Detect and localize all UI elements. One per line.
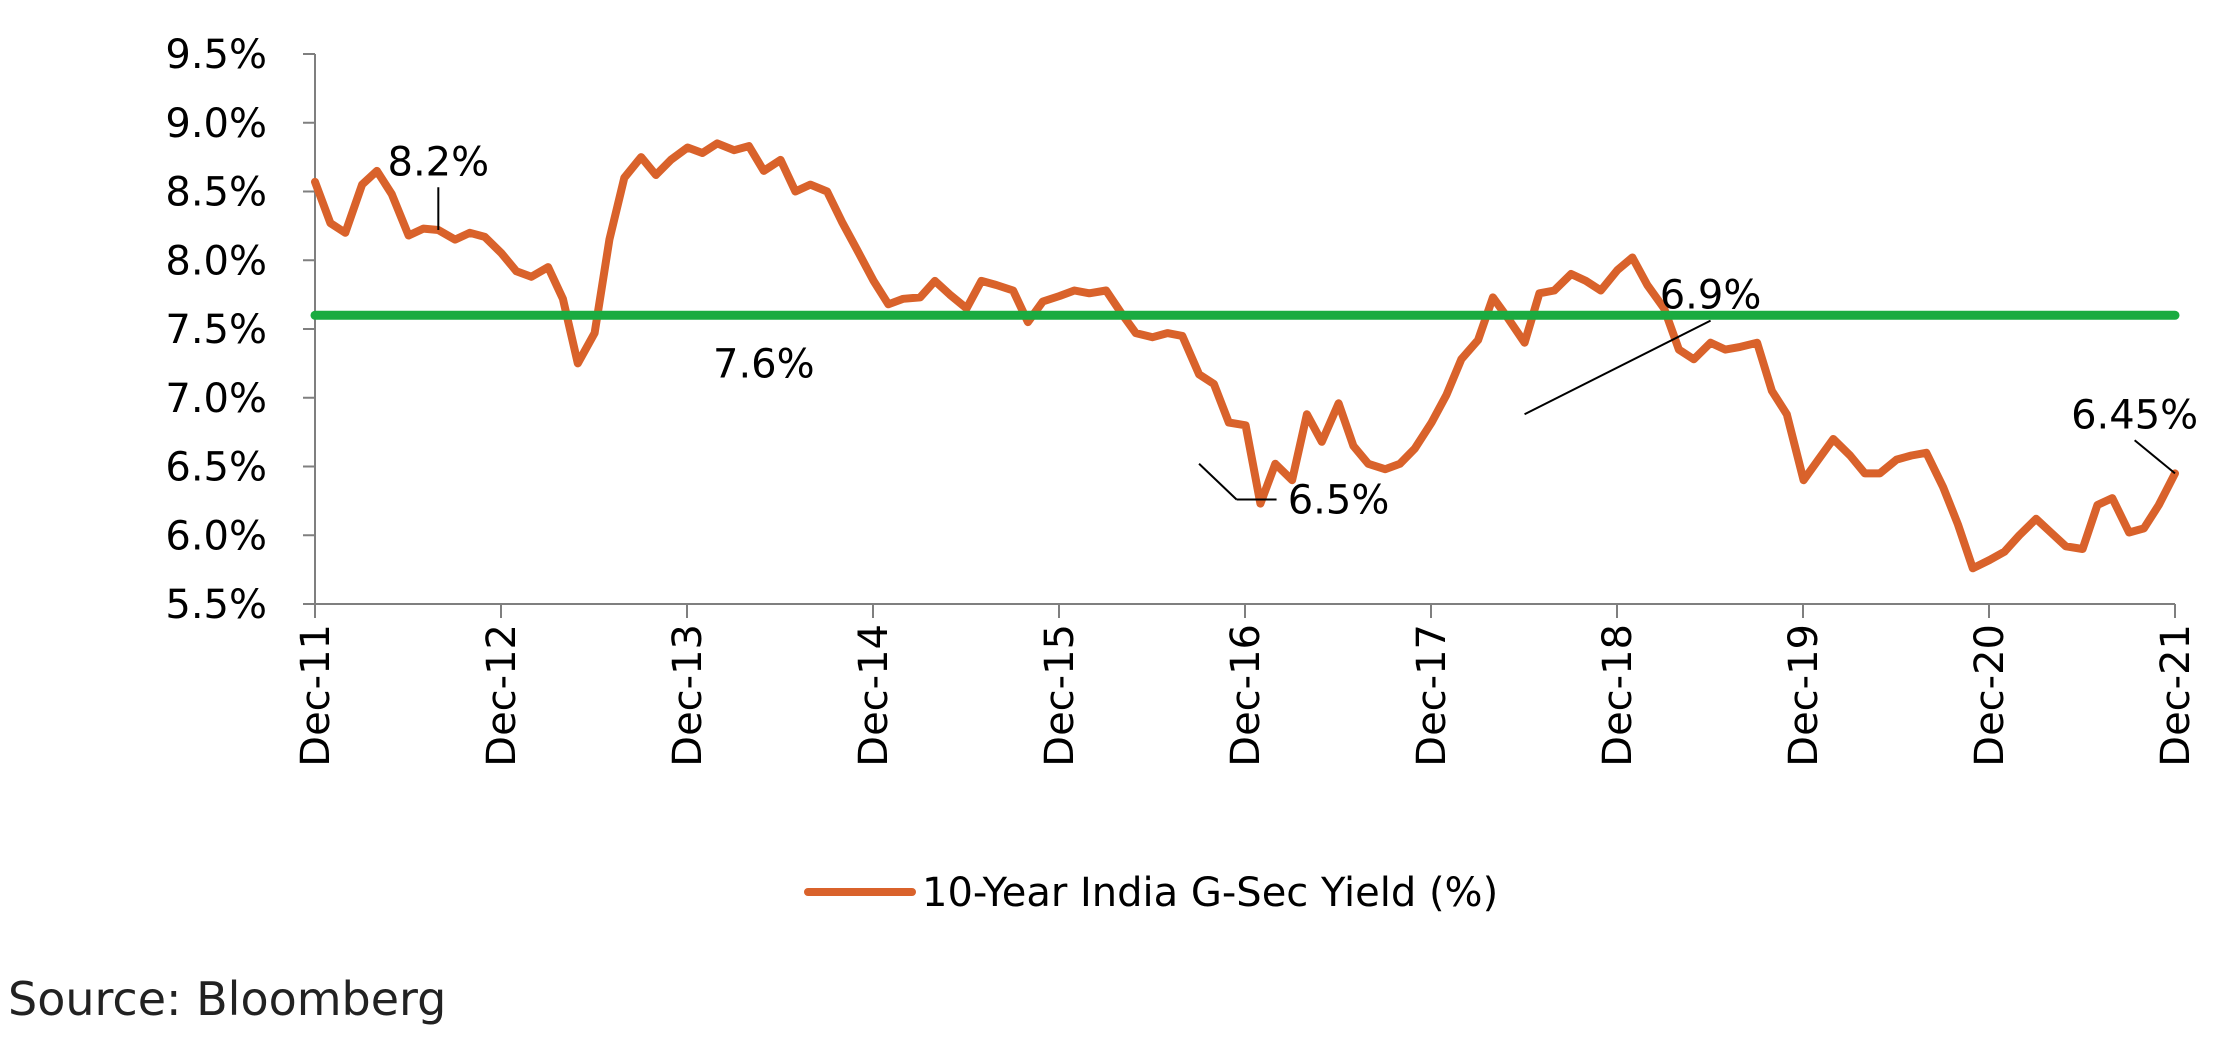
annotation-label: 6.9%: [1660, 273, 1762, 319]
x-tick-label: Dec-12: [479, 624, 525, 767]
x-tick-label: Dec-11: [293, 624, 339, 767]
annotation-label: 8.2%: [388, 139, 490, 185]
source-note: Source: Bloomberg: [8, 972, 447, 1026]
annotation-label: 6.5%: [1288, 478, 1390, 524]
y-tick-label: 8.0%: [165, 238, 267, 284]
x-tick-label: Dec-20: [1967, 624, 2013, 767]
legend-label: 10-Year India G-Sec Yield (%): [922, 870, 1498, 916]
x-tick-label: Dec-15: [1037, 624, 1083, 767]
x-tick-label: Dec-16: [1223, 624, 1269, 767]
y-tick-label: 6.0%: [165, 513, 267, 559]
y-tick-label: 9.5%: [165, 32, 267, 78]
x-tick-label: Dec-17: [1409, 624, 1455, 767]
y-tick-label: 9.0%: [165, 101, 267, 147]
annotation-layer: 8.2% 7.6% 6.5% 6.9% 6.45%: [388, 139, 2199, 523]
annotation-label: 7.6%: [713, 341, 815, 387]
x-axis: Dec-11 Dec-12 Dec-13 Dec-14 Dec-15 Dec-16 Dec-…: [293, 603, 2199, 767]
annotation-leader: [1198, 463, 1238, 501]
y-tick-label: 7.5%: [165, 307, 267, 353]
y-tick-label: 5.5%: [165, 582, 267, 628]
x-tick-label: Dec-13: [665, 624, 711, 767]
series-layer: [310, 139, 2180, 573]
y-tick-label: 8.5%: [165, 170, 267, 216]
x-tick-label: Dec-14: [851, 624, 897, 767]
y-tick-label: 7.0%: [165, 376, 267, 422]
yield-line: [311, 139, 2179, 573]
x-tick-label: Dec-21: [2153, 624, 2199, 767]
annotation-leader: [2134, 439, 2176, 475]
annotation-leader: [1524, 319, 1712, 416]
y-axis: 9.5% 9.0% 8.5% 8.0% 7.5% 7.0% 6.5% 6.0% 5.5%: [165, 32, 316, 628]
annotation-label: 6.45%: [2071, 392, 2198, 438]
x-tick-label: Dec-19: [1781, 624, 1827, 767]
y-tick-label: 6.5%: [165, 445, 267, 491]
legend: 10-Year India G-Sec Yield (%): [804, 870, 1498, 916]
x-tick-label: Dec-18: [1595, 624, 1641, 767]
